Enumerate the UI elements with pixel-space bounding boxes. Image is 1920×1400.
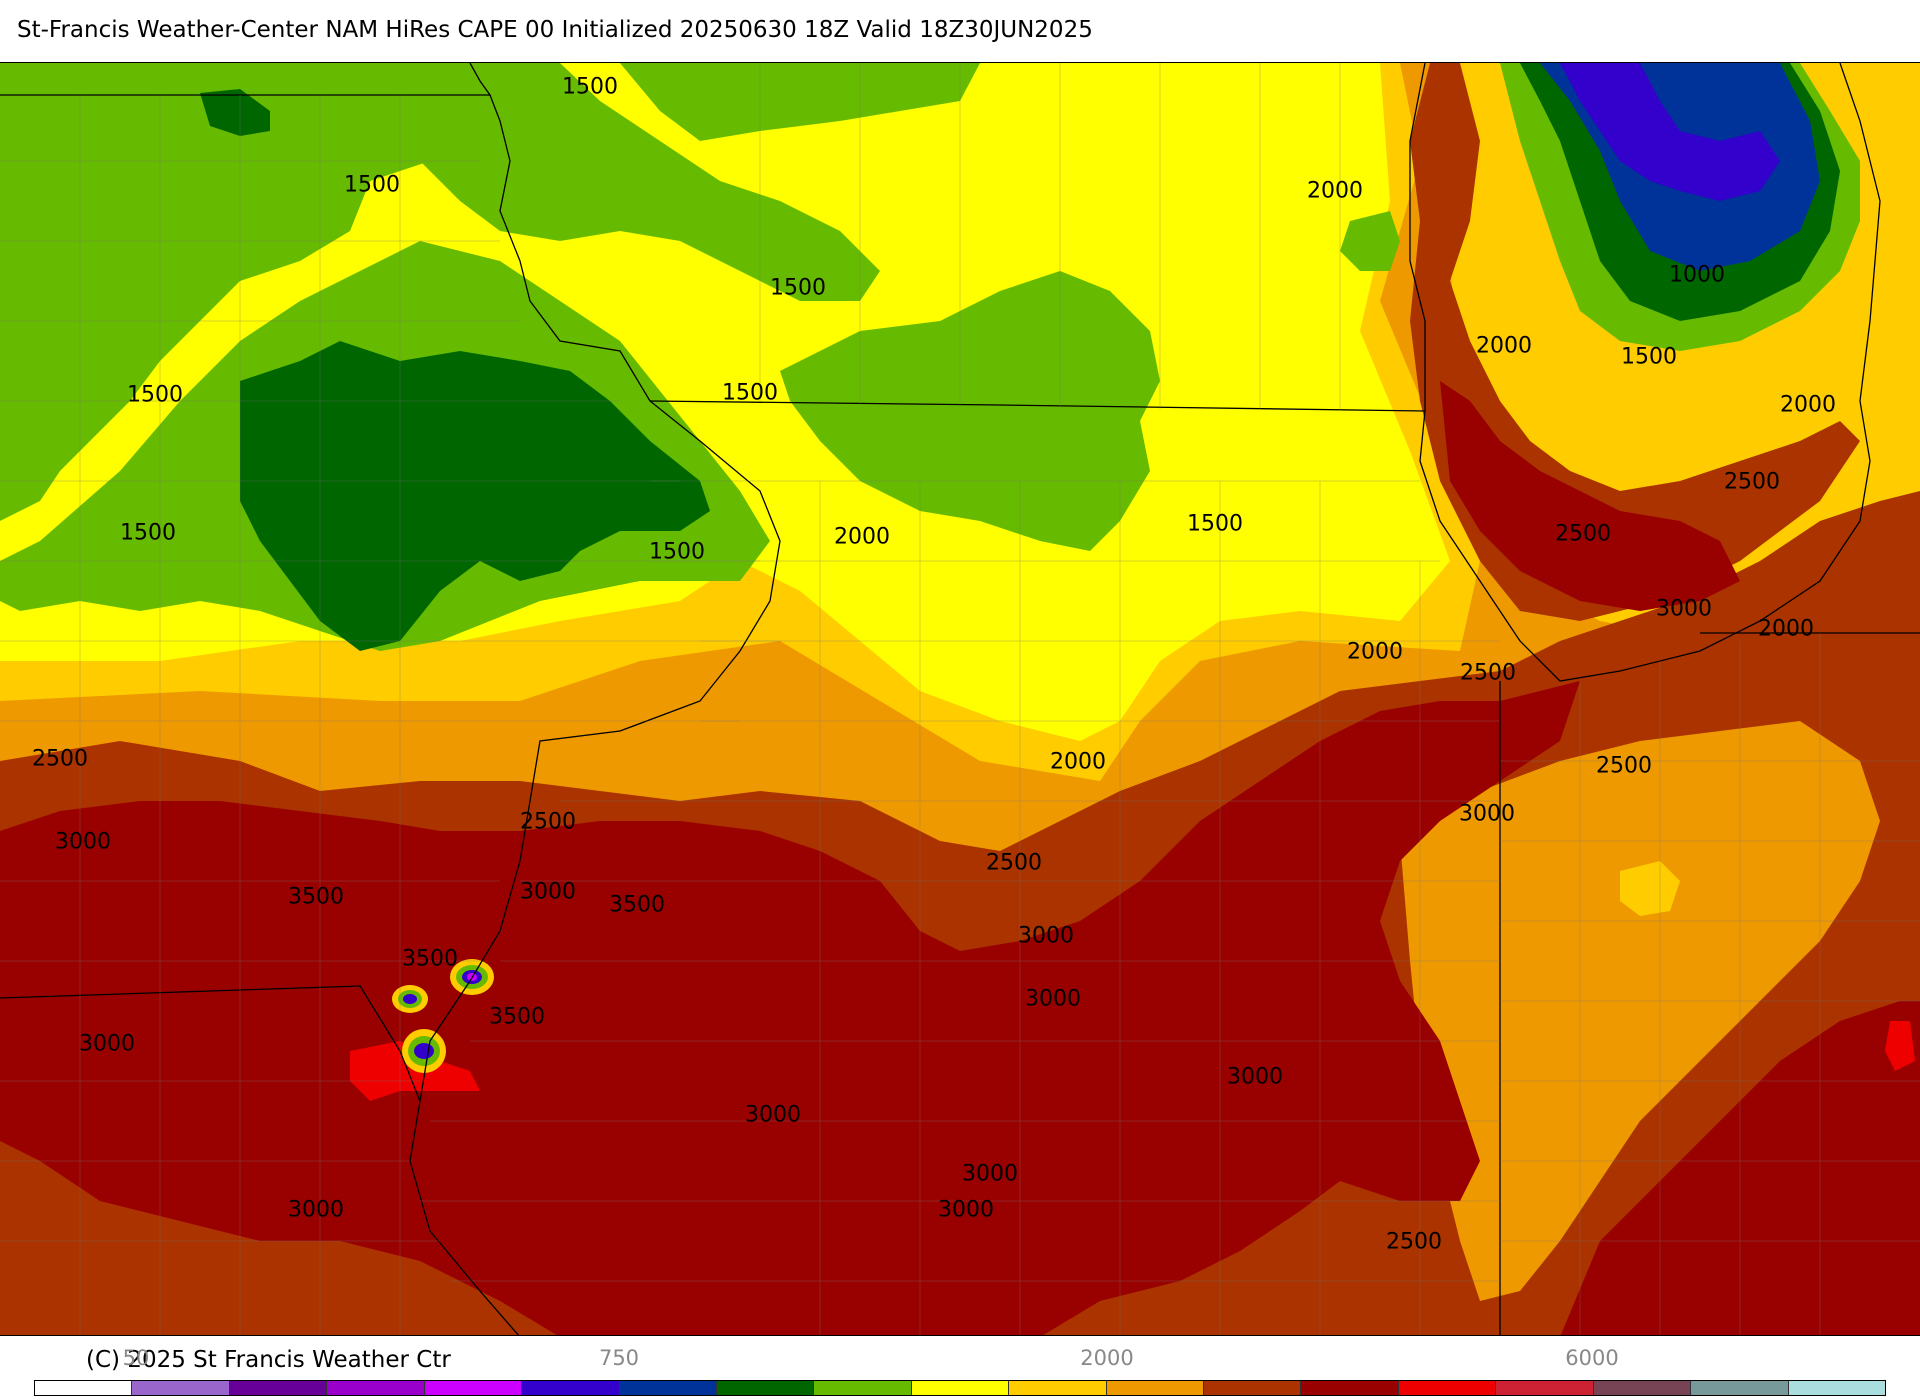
contour-label: 1500	[1187, 511, 1243, 537]
contour-label: 1500	[120, 520, 176, 546]
colorbar	[34, 1380, 1886, 1396]
contour-label: 3000	[1656, 596, 1712, 622]
contour-label: 3000	[1018, 923, 1074, 949]
cape-band-darkgreen-west	[240, 341, 710, 651]
contour-label: 3000	[1227, 1064, 1283, 1090]
contour-label: 3000	[938, 1197, 994, 1223]
contour-label: 1500	[344, 172, 400, 198]
contour-label: 2000	[834, 524, 890, 550]
colorbar-swatch	[522, 1381, 620, 1395]
legend-footer: (C) 2025 St Francis Weather Ctr 50 750 200…	[0, 1336, 1920, 1400]
colorbar-tick-label: 750	[598, 1346, 640, 1370]
colorbar-swatch	[132, 1381, 230, 1395]
colorbar-tick-label: 50	[122, 1346, 150, 1370]
colorbar-swatch	[1788, 1381, 1886, 1395]
colorbar-swatch	[229, 1381, 328, 1395]
colorbar-swatch	[814, 1381, 912, 1395]
cape-band-gold-se	[1620, 861, 1680, 916]
contour-label: 3000	[288, 1197, 344, 1223]
cape-band-green-small	[1340, 211, 1400, 271]
contour-label: 3500	[489, 1004, 545, 1030]
colorbar-swatch	[1398, 1381, 1497, 1395]
cape-band-darkgreen-north	[200, 89, 270, 136]
colorbar-swatch	[716, 1381, 815, 1395]
contour-label: 2500	[1596, 753, 1652, 779]
cape-map: 1500 1500 1500 1500 1500 1500 1500 1500 1500 1000…	[0, 62, 1920, 1336]
contour-label: 1500	[1621, 344, 1677, 370]
copyright-text: (C) 2025 St Francis Weather Ctr	[86, 1347, 451, 1373]
contour-label: 2500	[1386, 1229, 1442, 1255]
colorbar-swatch	[1593, 1381, 1692, 1395]
contour-label: 3000	[55, 829, 111, 855]
contour-label: 3000	[745, 1102, 801, 1128]
cape-band-darkred-ne	[1440, 381, 1740, 611]
contour-label: 3500	[402, 946, 458, 972]
cape-band-green-north	[390, 63, 880, 301]
contour-label: 1500	[649, 539, 705, 565]
colorbar-swatch	[1106, 1381, 1205, 1395]
colorbar-swatch	[1301, 1381, 1399, 1395]
contour-label: 2500	[32, 746, 88, 772]
colorbar-swatch	[1204, 1381, 1302, 1395]
colorbar-swatch	[424, 1381, 523, 1395]
contour-label: 2500	[1724, 469, 1780, 495]
county-lines	[0, 63, 1920, 1335]
convective-cell-2	[392, 985, 428, 1013]
contour-label: 3000	[1025, 986, 1081, 1012]
contour-label: 2000	[1347, 639, 1403, 665]
cape-band-violet-ne	[1560, 63, 1780, 201]
contour-label: 2000	[1050, 749, 1106, 775]
convective-cell-3	[402, 1029, 446, 1073]
cape-map-canvas	[0, 63, 1920, 1335]
contour-label: 2000	[1758, 616, 1814, 642]
contour-label: 3000	[1459, 801, 1515, 827]
contour-label: 3000	[79, 1031, 135, 1057]
contour-label: 2500	[1555, 521, 1611, 547]
contour-label: 2500	[1460, 660, 1516, 686]
colorbar-swatch	[35, 1381, 133, 1395]
contour-label: 3000	[962, 1161, 1018, 1187]
contour-label: 3500	[288, 884, 344, 910]
contour-label: 2500	[520, 809, 576, 835]
contour-label: 2000	[1780, 392, 1836, 418]
contour-label: 1000	[1669, 262, 1725, 288]
contour-label: 2500	[986, 850, 1042, 876]
contour-label: 1500	[722, 380, 778, 406]
colorbar-swatch	[1496, 1381, 1594, 1395]
cape-band-red-spot-east	[1885, 1021, 1915, 1071]
state-boundaries	[0, 63, 1920, 1335]
colorbar-swatch	[1691, 1381, 1789, 1395]
contour-label: 3500	[609, 892, 665, 918]
contour-label: 3000	[520, 879, 576, 905]
header: St-Francis Weather-Center NAM HiRes CAPE…	[0, 0, 1920, 62]
cape-band-darkred-se	[1560, 1001, 1920, 1335]
contour-label: 1500	[770, 275, 826, 301]
colorbar-swatch	[911, 1381, 1010, 1395]
colorbar-tick-label: 2000	[1080, 1346, 1134, 1370]
contour-label: 2000	[1307, 178, 1363, 204]
colorbar-swatch	[1009, 1381, 1107, 1395]
cape-band-green-east	[620, 63, 980, 141]
colorbar-tick-label: 6000	[1565, 1346, 1619, 1370]
cape-band-orange-se	[1400, 721, 1880, 1301]
map-title: St-Francis Weather-Center NAM HiRes CAPE…	[17, 17, 1093, 43]
contour-label: 2000	[1476, 333, 1532, 359]
contour-label: 1500	[127, 382, 183, 408]
colorbar-swatch	[327, 1381, 425, 1395]
cape-band-darkred	[0, 681, 1580, 1335]
colorbar-swatch	[619, 1381, 717, 1395]
cape-band-green-west	[0, 63, 520, 521]
contour-label: 1500	[562, 74, 618, 100]
